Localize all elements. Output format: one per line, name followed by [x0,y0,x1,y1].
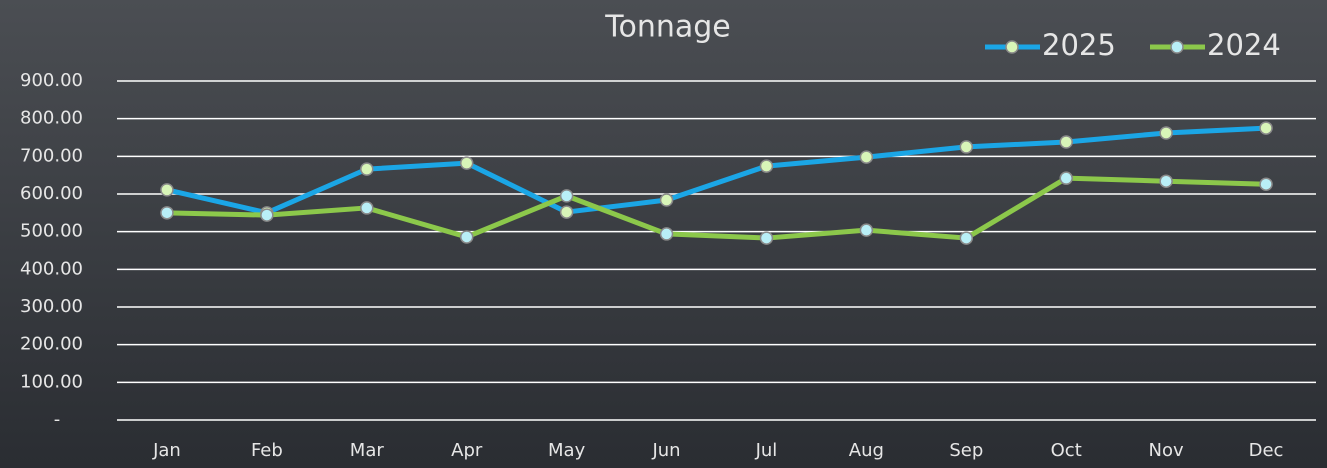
point [1259,177,1273,191]
y-tick-label: 200.00 [20,334,83,355]
y-tick-label: 500.00 [20,221,83,242]
point [1159,126,1173,140]
point [360,201,374,215]
y-tick-label: 400.00 [20,258,83,279]
point [260,208,274,222]
point [1059,135,1073,149]
point [759,159,774,173]
point [160,206,174,220]
point [559,205,574,219]
series-line [166,175,1267,241]
y-tick-label: 900.00 [20,70,83,91]
point [659,227,674,241]
point [1059,171,1073,185]
legend-label: 2025 [1042,28,1116,62]
point [759,231,774,245]
series-line [166,125,1267,216]
chart-title: Tonnage [604,10,731,45]
x-tick-label: Sep [949,440,983,461]
x-tick-label: Mar [350,440,385,461]
point [559,189,574,203]
x-tick-label: Nov [1149,440,1184,461]
point [859,223,874,237]
x-tick-label: Apr [451,440,483,461]
y-tick-label: 800.00 [20,108,83,129]
legend-marker [1005,40,1019,54]
legend-marker [1170,40,1184,54]
point [1159,174,1173,188]
y-tick-label: 700.00 [20,145,83,166]
x-tick-label: Feb [251,440,283,461]
point [859,150,874,164]
point [360,162,374,176]
point [459,156,474,170]
x-tick-label: Oct [1051,440,1082,461]
point [160,183,174,197]
point [659,193,674,207]
y-tick-label: - [54,409,61,430]
point [459,230,474,244]
y-tick-label: 600.00 [20,183,83,204]
x-tick-label: Jul [755,440,778,461]
x-tick-label: Jan [152,440,181,461]
x-tick-label: May [548,440,586,461]
x-tick-label: Aug [849,440,884,461]
legend-label: 2024 [1207,28,1281,62]
point [1259,121,1273,135]
point [959,140,974,154]
x-tick-label: Dec [1249,440,1284,461]
y-tick-label: 100.00 [20,371,83,392]
x-tick-label: Jun [651,440,680,461]
y-tick-label: 300.00 [20,296,83,317]
point [959,231,974,245]
